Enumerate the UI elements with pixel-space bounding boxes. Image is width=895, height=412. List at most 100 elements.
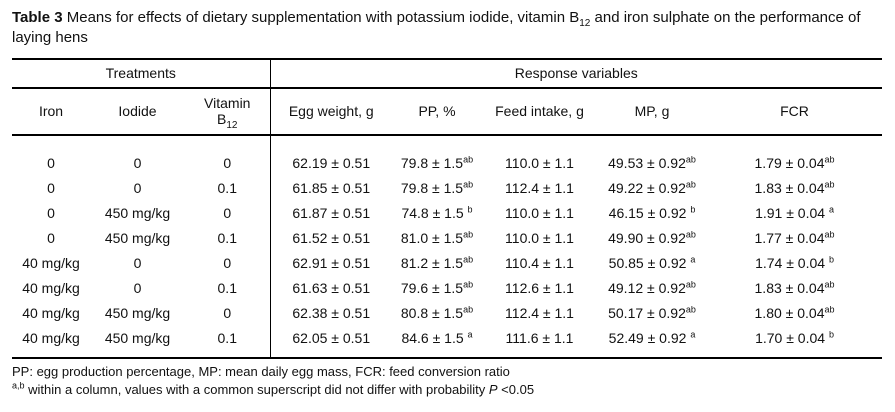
table-row: 40 mg/kg 0 0 62.91 ± 0.51 81.2 ± 1.5ab 110.4 … bbox=[12, 250, 882, 276]
table-row: 0 0 0 62.19 ± 0.51 79.8 ± 1.5ab 110.0 ± 1.1 49… bbox=[12, 134, 882, 176]
significance-superscript: a bbox=[467, 329, 473, 340]
table-cell: 111.6 ± 1.1 bbox=[505, 330, 574, 346]
significance-superscript: a bbox=[690, 329, 696, 340]
significance-superscript: ab bbox=[685, 229, 696, 240]
table-cell: 61.52 ± 0.51 bbox=[269, 225, 392, 251]
results-table: Treatments Response variables Iron Iodid… bbox=[12, 57, 883, 357]
significance-superscript: ab bbox=[685, 304, 696, 315]
table-cell: 61.63 ± 0.51 bbox=[269, 275, 392, 301]
table-cell: 450 mg/kg bbox=[104, 330, 171, 346]
table-cell: 450 mg/kg bbox=[104, 305, 171, 321]
table-cell: 81.0 ± 1.5ab bbox=[400, 229, 474, 246]
table-cell: 62.38 ± 0.51 bbox=[269, 300, 392, 326]
table-cell: 49.12 ± 0.92ab bbox=[608, 279, 696, 296]
table-cell: 62.05 ± 0.51 bbox=[269, 325, 392, 357]
significance-superscript: ab bbox=[463, 179, 474, 190]
significance-superscript: ab bbox=[463, 304, 474, 315]
table-cell: 0 bbox=[223, 255, 232, 271]
table-title-text: Means for effects of dietary supplementa… bbox=[62, 9, 580, 26]
table-cell: 81.2 ± 1.5ab bbox=[400, 254, 474, 271]
significance-superscript: a bbox=[828, 204, 834, 215]
footnotes: PP: egg production percentage, MP: mean … bbox=[12, 356, 882, 401]
footnote-significance-text: within a column, values with a common su… bbox=[24, 382, 489, 398]
table-cell: 62.19 ± 0.51 bbox=[269, 134, 392, 176]
table-cell: 0 bbox=[47, 155, 55, 171]
significance-superscript: ab bbox=[463, 154, 474, 165]
table-title: Table 3 Means for effects of dietary sup… bbox=[12, 8, 872, 49]
table-title-label: Table 3 bbox=[12, 9, 63, 26]
column-header-pp: PP, % bbox=[392, 87, 482, 136]
table-cell: 0 bbox=[47, 230, 55, 246]
table-cell: 0 bbox=[47, 205, 55, 221]
table-cell: 1.80 ± 0.04ab bbox=[754, 304, 835, 321]
footnote-significance: a,b within a column, values with a commo… bbox=[12, 381, 882, 400]
significance-superscript: ab bbox=[463, 229, 474, 240]
table-cell: 74.8 ± 1.5 b bbox=[401, 204, 473, 221]
significance-superscript: ab bbox=[824, 154, 835, 165]
table-cell: 50.85 ± 0.92 a bbox=[608, 254, 696, 271]
table-cell: 110.0 ± 1.1 bbox=[505, 155, 574, 171]
table-cell: 40 mg/kg bbox=[22, 305, 80, 321]
table-cell: 61.87 ± 0.51 bbox=[269, 200, 392, 226]
table-cell: 450 mg/kg bbox=[104, 205, 171, 221]
significance-superscript: ab bbox=[463, 254, 474, 265]
vitamin-label-subscript: 12 bbox=[226, 119, 238, 131]
table-cell: 112.4 ± 1.1 bbox=[505, 305, 574, 321]
group-header-treatments: Treatments bbox=[12, 57, 270, 89]
table-cell: 49.53 ± 0.92ab bbox=[608, 154, 696, 171]
table-cell: 0 bbox=[223, 305, 232, 321]
column-header-row: Iron Iodide Vitamin B12 Egg weight, g PP,… bbox=[12, 87, 883, 136]
significance-superscript: a bbox=[690, 254, 696, 265]
table-cell: 49.90 ± 0.92ab bbox=[608, 229, 696, 246]
table-cell: 0 bbox=[133, 255, 142, 271]
table-cell: 0 bbox=[223, 205, 232, 221]
footnote-significance-end: <0.05 bbox=[497, 382, 535, 398]
table-cell: 50.17 ± 0.92ab bbox=[608, 304, 696, 321]
column-header-feed-intake: Feed intake, g bbox=[482, 87, 597, 136]
column-header-iron: Iron bbox=[12, 87, 90, 136]
table-cell: 1.91 ± 0.04 a bbox=[755, 204, 834, 221]
column-header-mp: MP, g bbox=[597, 87, 707, 136]
table-cell: 0.1 bbox=[217, 280, 237, 296]
footnote-superscript: a,b bbox=[12, 381, 25, 392]
significance-superscript: ab bbox=[685, 279, 696, 290]
column-header-fcr: FCR bbox=[707, 87, 883, 136]
table-cell: 79.6 ± 1.5ab bbox=[400, 279, 474, 296]
table-cell: 1.79 ± 0.04ab bbox=[754, 154, 835, 171]
table-row: 40 mg/kg 0 0.1 61.63 ± 0.51 79.6 ± 1.5ab 112.… bbox=[12, 275, 882, 301]
table-cell: 110.0 ± 1.1 bbox=[505, 205, 574, 221]
table-cell: 0 bbox=[133, 180, 142, 196]
table-cell: 49.22 ± 0.92ab bbox=[608, 179, 696, 196]
table-body: 0 0 0 62.19 ± 0.51 79.8 ± 1.5ab 110.0 ± 1.1 49… bbox=[12, 134, 882, 357]
table-cell: 0.1 bbox=[217, 330, 237, 346]
significance-superscript: b bbox=[690, 204, 696, 215]
table-cell: 0.1 bbox=[217, 230, 237, 246]
column-header-egg-weight: Egg weight, g bbox=[269, 87, 392, 136]
table-row: 0 0 0.1 61.85 ± 0.51 79.8 ± 1.5ab 112.4 ± 1.1… bbox=[12, 175, 882, 201]
significance-superscript: b bbox=[828, 254, 834, 265]
table-cell: 62.91 ± 0.51 bbox=[269, 250, 392, 276]
table-title-text-end: and iron sulphate on the performance of … bbox=[12, 9, 861, 47]
table-cell: 0 bbox=[133, 155, 142, 171]
significance-superscript: ab bbox=[824, 229, 835, 240]
table-cell: 1.83 ± 0.04ab bbox=[754, 279, 835, 296]
table-cell: 112.6 ± 1.1 bbox=[505, 280, 574, 296]
table-cell: 61.85 ± 0.51 bbox=[269, 175, 392, 201]
table-cell: 46.15 ± 0.92 b bbox=[608, 204, 696, 221]
table-cell: 110.4 ± 1.1 bbox=[505, 255, 574, 271]
column-header-iodide: Iodide bbox=[90, 87, 185, 136]
column-header-vitamin-b12: Vitamin B12 bbox=[185, 87, 270, 136]
table-cell: 40 mg/kg bbox=[22, 255, 80, 271]
table-row: 0 450 mg/kg 0 61.87 ± 0.51 74.8 ± 1.5 b 110.0… bbox=[12, 200, 882, 226]
table-cell: 110.0 ± 1.1 bbox=[505, 230, 574, 246]
table-cell: 1.83 ± 0.04ab bbox=[754, 179, 835, 196]
significance-superscript: ab bbox=[824, 279, 835, 290]
vitamin-label-line1: Vitamin bbox=[204, 95, 251, 111]
footnote-abbreviations: PP: egg production percentage, MP: mean … bbox=[12, 363, 510, 379]
table-cell: 0 bbox=[47, 180, 55, 196]
table-cell: 40 mg/kg bbox=[22, 330, 80, 346]
table-cell: 80.8 ± 1.5ab bbox=[400, 304, 474, 321]
significance-superscript: ab bbox=[685, 154, 696, 165]
table-cell: 450 mg/kg bbox=[104, 230, 171, 246]
